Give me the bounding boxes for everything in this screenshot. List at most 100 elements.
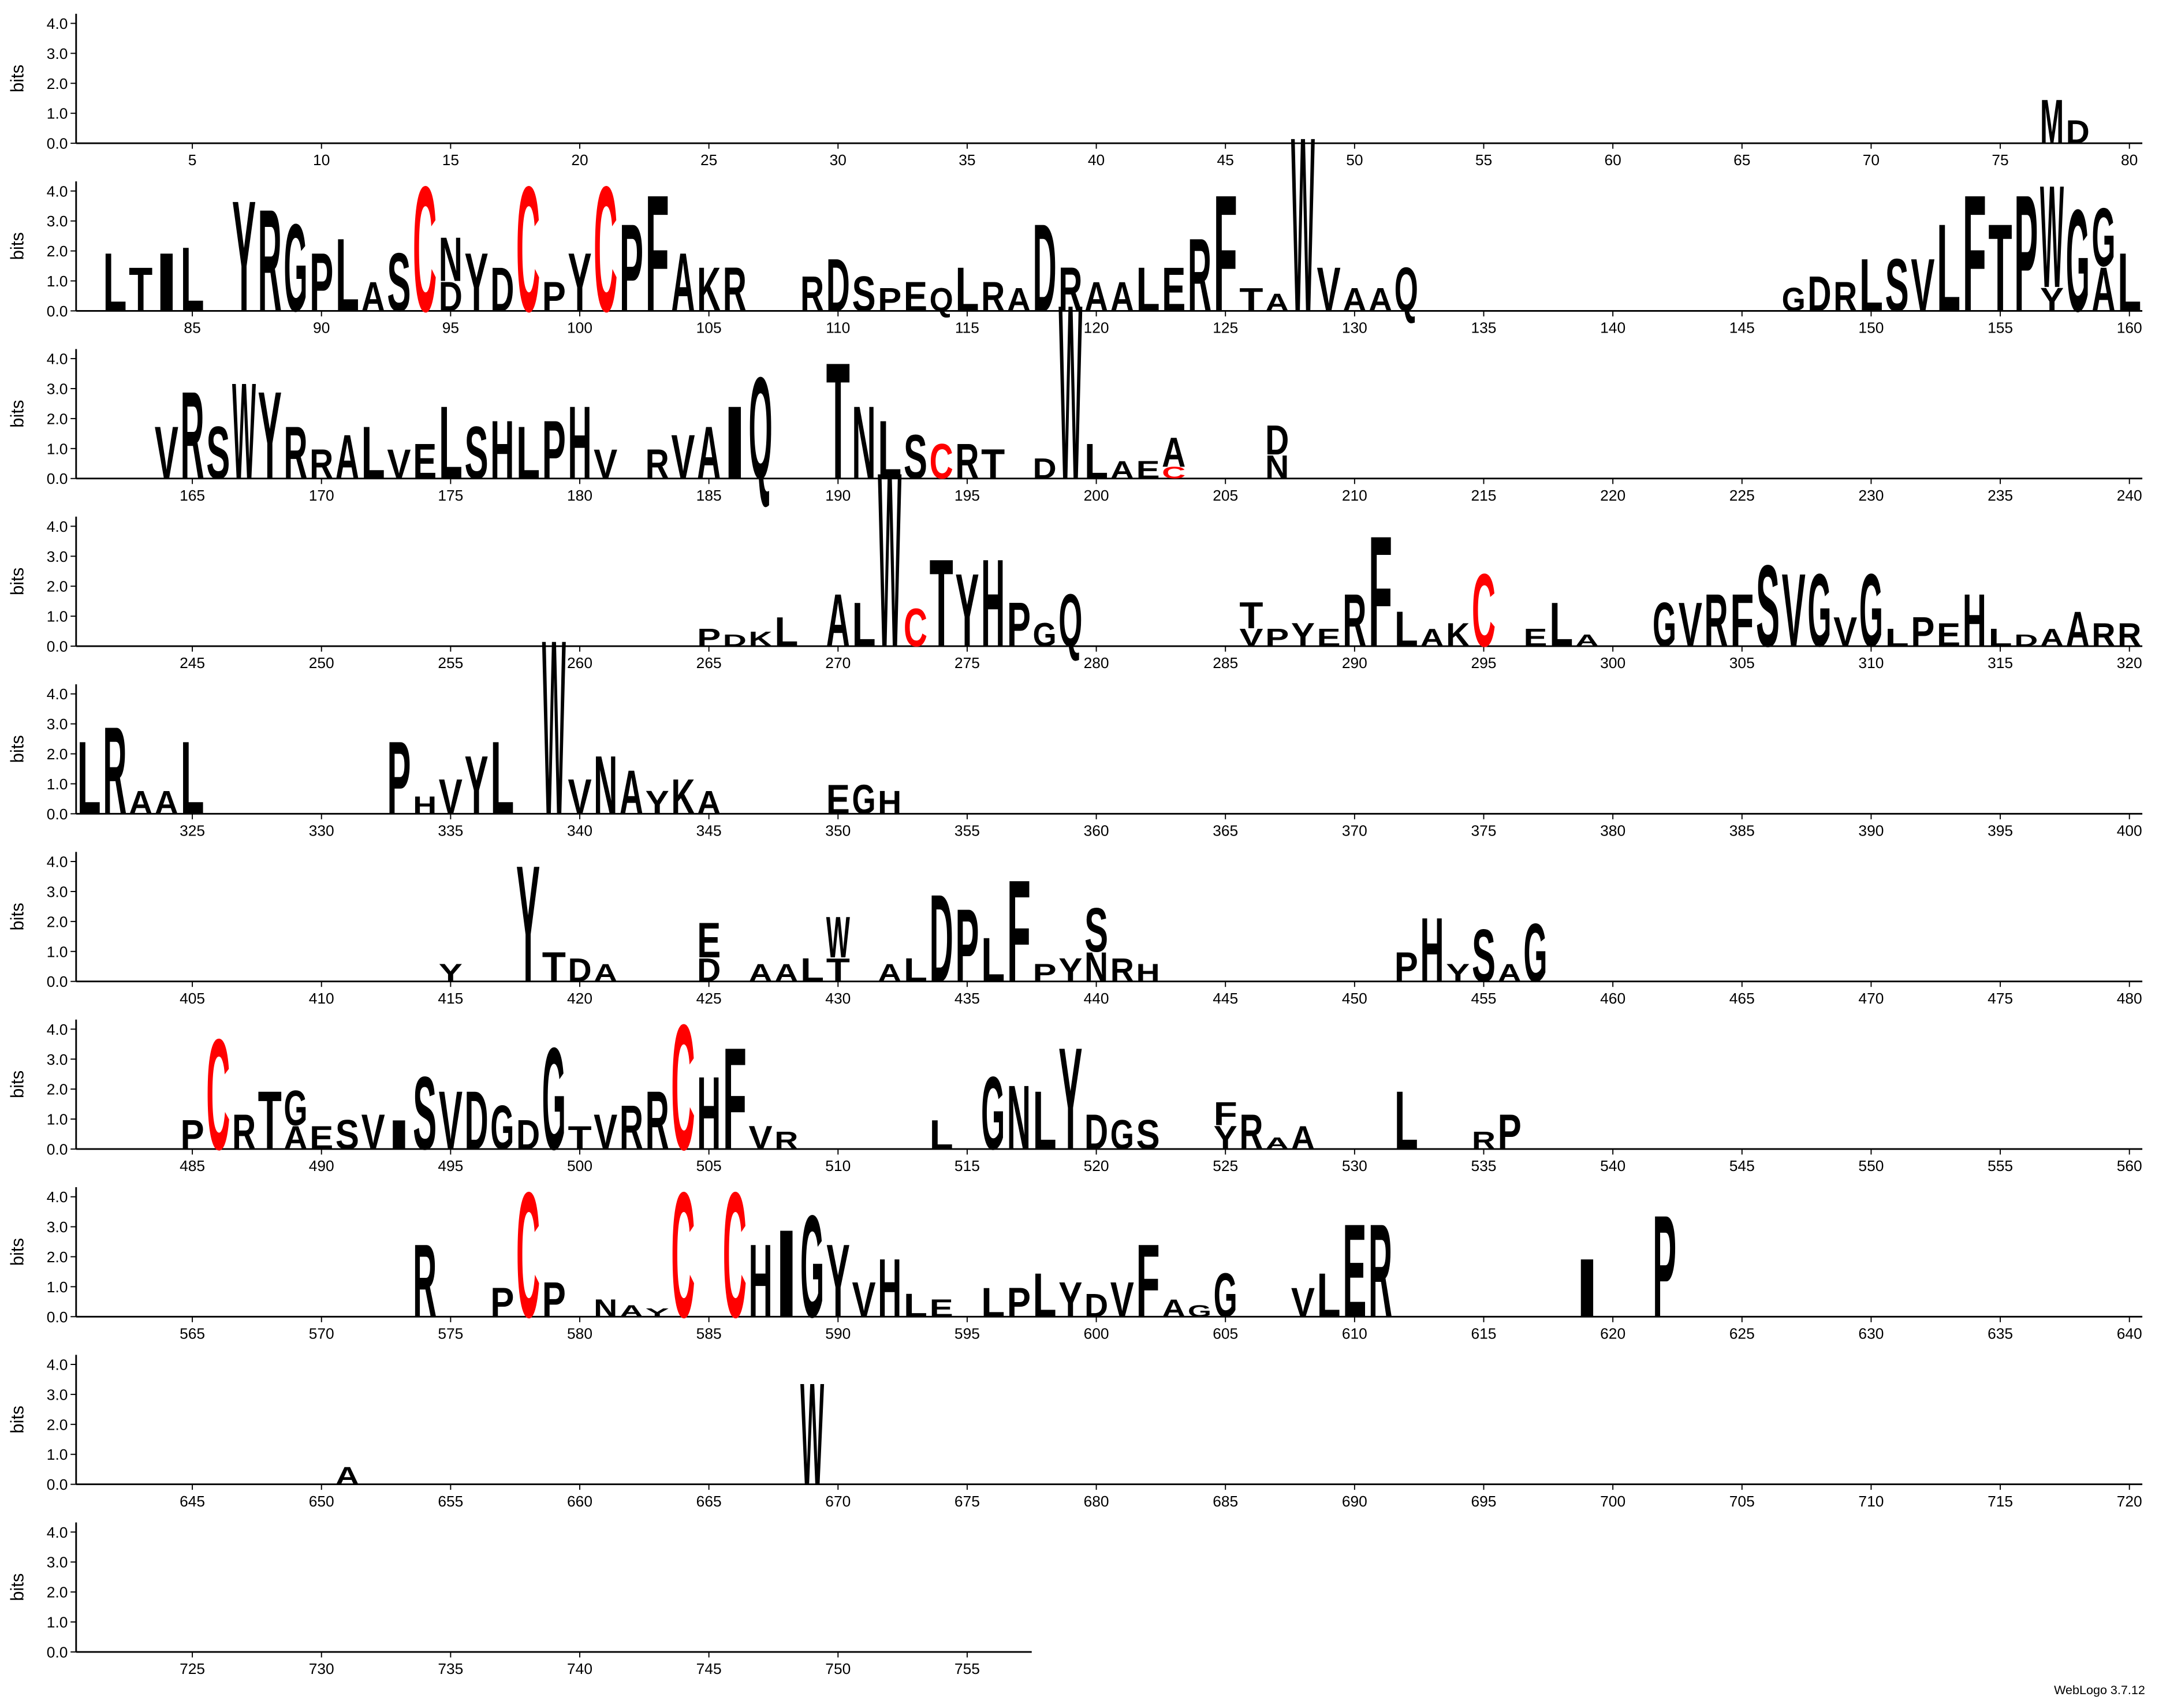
logo-letter-group: D	[1084, 1287, 1108, 1324]
logo-letter-group: G	[2091, 190, 2115, 284]
x-tick-label: 400	[2117, 822, 2142, 840]
logo-letter: Y	[258, 366, 282, 505]
logo-letter-group: D	[439, 274, 463, 320]
logo-letter: G	[800, 1185, 824, 1348]
logo-letter-group: P	[1033, 959, 1057, 987]
logo-letter: S	[852, 267, 875, 322]
logo-letter-group: F	[723, 1017, 747, 1180]
logo-letter: V	[1782, 553, 1806, 669]
logo-letter-group: A	[335, 422, 359, 493]
logo-letter-group: A	[1084, 274, 1108, 320]
logo-letter: N	[1084, 944, 1108, 991]
logo-letter-group: L	[181, 721, 204, 836]
logo-letter-group: F	[1730, 579, 1754, 662]
logo-letter: I	[723, 386, 747, 501]
logo-letter-group: T	[542, 944, 566, 991]
logo-letter-group: A	[1007, 281, 1031, 318]
y-axis-label: bits	[8, 1238, 28, 1266]
logo-letter: R	[1472, 1127, 1496, 1155]
y-tick-label: 4.0	[47, 1188, 68, 1206]
logo-letter: L	[361, 411, 385, 495]
logo-letter: P	[697, 624, 721, 652]
y-tick-label: 3.0	[47, 548, 68, 565]
logo-letter: A	[129, 784, 152, 821]
logo-letter: E	[930, 1295, 953, 1322]
y-tick-label: 1.0	[47, 1278, 68, 1296]
logo-letter: P	[1653, 1185, 1676, 1348]
logo-letter: N	[1007, 1066, 1031, 1169]
x-tick-label: 185	[696, 487, 722, 504]
logo-letter-group: D	[2014, 631, 2038, 650]
logo-letter-group: K	[749, 628, 773, 651]
y-tick-label: 2.0	[47, 578, 68, 595]
logo-letter: D	[516, 1112, 540, 1159]
y-tick-label: 3.0	[47, 883, 68, 901]
y-tick-label: 3.0	[47, 45, 68, 62]
logo-letter: C	[930, 434, 953, 489]
logo-letter: F	[1214, 1096, 1237, 1133]
logo-letter-group: K	[1446, 617, 1470, 654]
x-tick-label: 605	[1213, 1325, 1238, 1342]
y-tick-label: 2.0	[47, 411, 68, 428]
logo-letter-group: A	[1343, 281, 1366, 318]
x-tick-label: 600	[1084, 1325, 1109, 1342]
y-tick-label: 4.0	[47, 182, 68, 200]
x-tick-label: 525	[1213, 1157, 1238, 1174]
x-tick-label: 35	[959, 151, 975, 169]
logo-letter-group: P	[490, 1280, 514, 1326]
y-tick-label: 1.0	[47, 440, 68, 457]
logo-letter-group: W	[2040, 155, 2064, 318]
logo-letter-group: G	[490, 1092, 514, 1163]
logo-letter: C	[723, 1155, 747, 1355]
y-axis-label: bits	[8, 1573, 28, 1601]
logo-letter: H	[981, 534, 1005, 673]
x-tick-label: 650	[309, 1493, 334, 1510]
logo-letter-group: P	[181, 1112, 204, 1159]
logo-letter-group: G	[1807, 553, 1831, 669]
y-axis-label: bits	[8, 232, 28, 260]
logo-letter-group: Y	[1446, 959, 1470, 987]
x-tick-label: 565	[180, 1325, 205, 1342]
logo-letter-group: P	[1265, 624, 1289, 652]
logo-letter-group: R	[310, 441, 333, 488]
logo-letter: V	[1679, 590, 1702, 660]
logo-letter-group: C	[1472, 553, 1496, 669]
logo-letter-group: I	[155, 235, 178, 329]
x-tick-label: 750	[825, 1660, 851, 1677]
logo-letter-group: A	[1575, 631, 1599, 650]
y-tick-label: 1.0	[47, 1446, 68, 1463]
logo-letter: F	[1214, 161, 1237, 346]
logo-letter-group: L	[490, 721, 514, 836]
y-tick-label: 1.0	[47, 608, 68, 625]
logo-letter: W	[1058, 253, 1083, 532]
x-tick-label: 320	[2117, 654, 2142, 672]
x-tick-label: 685	[1213, 1493, 1238, 1510]
logo-letter-group: P	[878, 281, 901, 318]
logo-letter-group: V	[361, 1105, 385, 1160]
y-tick-label: 0.0	[47, 638, 68, 655]
logo-letter-group: R	[413, 1224, 437, 1339]
logo-letter-group: W	[542, 588, 566, 867]
logo-letter: V	[1110, 1273, 1134, 1327]
logo-letter: H	[1420, 899, 1444, 1002]
logo-letter: S	[1472, 914, 1496, 998]
logo-letter: Q	[930, 281, 953, 318]
x-tick-label: 430	[825, 990, 851, 1007]
logo-letter: C	[594, 149, 617, 349]
y-tick-label: 4.0	[47, 1524, 68, 1541]
logo-letter-group: T	[258, 1073, 282, 1167]
logo-letter-group: Y	[1214, 1120, 1237, 1157]
logo-letter-group: Y	[439, 959, 463, 987]
x-tick-label: 465	[1729, 990, 1755, 1007]
logo-letter-group: W	[1291, 85, 1315, 364]
logo-letter: P	[310, 235, 333, 329]
logo-letter-group: V	[1911, 244, 1934, 327]
logo-letter-group: E	[1343, 1196, 1366, 1345]
logo-letter: Q	[1395, 254, 1418, 325]
logo-letter-group: N	[852, 386, 875, 501]
logo-letter-group: S	[852, 267, 875, 322]
logo-letter: G	[490, 1092, 514, 1163]
logo-letter: W	[800, 1353, 824, 1516]
x-tick-label: 455	[1471, 990, 1497, 1007]
logo-letter-group: T	[981, 441, 1005, 488]
